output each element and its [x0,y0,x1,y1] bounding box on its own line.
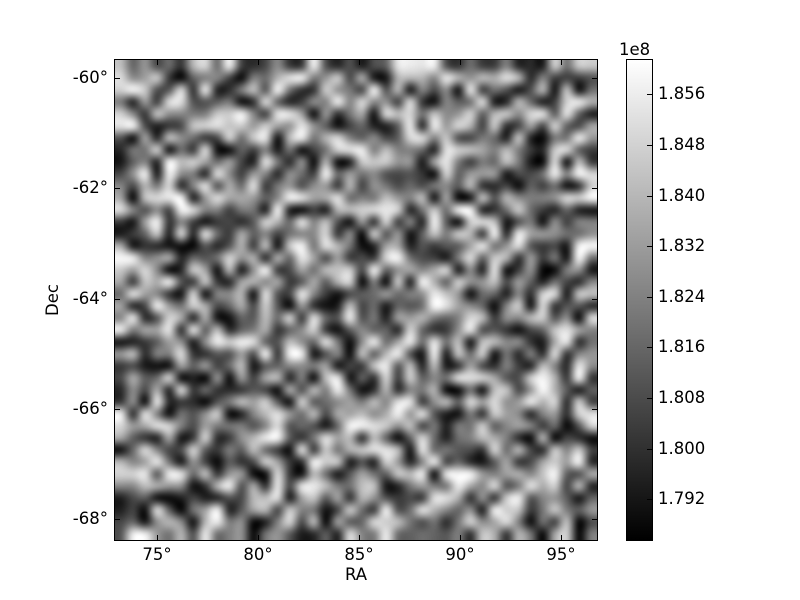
heatmap-image [115,60,597,540]
y-tick-mark [592,519,597,520]
colorbar-tick-label: 1.824 [658,287,706,306]
colorbar-tick-mark [647,145,652,146]
x-axis-label: RA [344,565,368,584]
x-tick-mark [157,535,158,540]
colorbar-tick-mark [647,94,652,95]
x-tick-label: 90° [445,545,475,564]
x-tick-mark [359,60,360,65]
x-tick-mark [460,60,461,65]
colorbar-tick-label: 1.856 [658,84,706,103]
x-tick-mark [258,535,259,540]
colorbar-tick-label: 1.848 [658,135,706,154]
y-tick-mark [115,299,120,300]
x-tick-label: 95° [546,545,576,564]
colorbar-tick-mark [647,499,652,500]
x-tick-label: 75° [142,545,172,564]
x-tick-mark [561,535,562,540]
colorbar-tick-mark [647,449,652,450]
x-tick-mark [359,535,360,540]
y-tick-mark [115,519,120,520]
y-tick-mark [592,409,597,410]
colorbar-tick-label: 1.808 [658,388,706,407]
y-tick-label: -60° [72,68,108,87]
y-tick-label: -68° [72,509,108,528]
colorbar-tick-mark [647,246,652,247]
colorbar-tick-mark [647,196,652,197]
x-tick-mark [157,60,158,65]
x-tick-label: 80° [243,545,273,564]
y-tick-mark [115,78,120,79]
x-tick-mark [561,60,562,65]
y-tick-mark [115,188,120,189]
colorbar-offset-label: 1e8 [619,40,651,59]
y-tick-mark [592,78,597,79]
x-tick-label: 85° [344,545,374,564]
y-tick-mark [592,188,597,189]
y-tick-label: -62° [72,178,108,197]
colorbar-tick-label: 1.800 [658,439,706,458]
y-tick-mark [115,409,120,410]
colorbar [626,59,653,541]
x-tick-mark [258,60,259,65]
y-tick-label: -64° [72,289,108,308]
colorbar-tick-mark [647,297,652,298]
colorbar-tick-mark [647,347,652,348]
y-tick-label: -66° [72,399,108,418]
colorbar-tick-label: 1.816 [658,337,706,356]
x-tick-mark [460,535,461,540]
y-tick-mark [592,299,597,300]
colorbar-tick-label: 1.832 [658,236,706,255]
colorbar-tick-label: 1.792 [658,489,706,508]
colorbar-tick-label: 1.840 [658,186,706,205]
colorbar-tick-mark [647,398,652,399]
